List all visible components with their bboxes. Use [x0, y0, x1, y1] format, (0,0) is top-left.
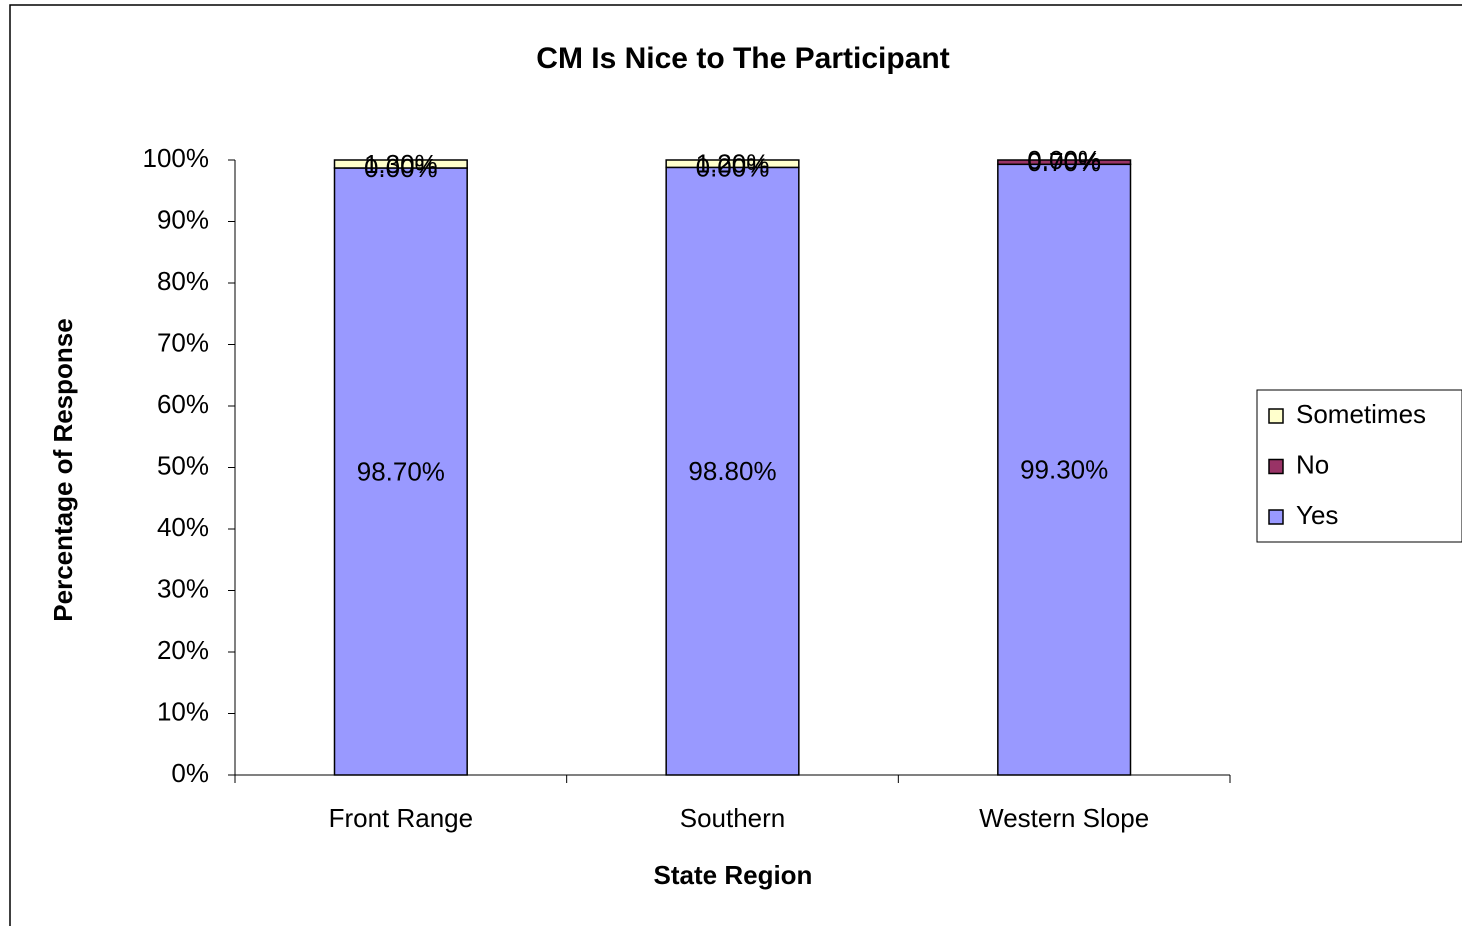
data-label: 0.70% [1027, 147, 1101, 177]
legend-label: No [1296, 449, 1329, 479]
bar-segment [665, 166, 800, 776]
y-tick-label: 60% [157, 389, 209, 419]
legend-swatch [1268, 458, 1284, 475]
bar-segment [997, 163, 1132, 776]
bar-segment [333, 167, 468, 776]
x-axis-title: State Region [654, 860, 813, 890]
chart-frame [9, 4, 1462, 926]
legend-label: Sometimes [1296, 399, 1426, 429]
x-tick-label: Front Range [329, 803, 474, 833]
y-axis-title: Percentage of Response [48, 318, 78, 621]
bar-segment [333, 159, 468, 169]
data-label: 99.30% [1020, 455, 1108, 485]
y-tick-label: 100% [143, 143, 210, 173]
y-tick-label: 10% [157, 696, 209, 726]
data-label: 1.30% [364, 149, 438, 179]
legend-swatch [1268, 408, 1284, 424]
legend-box [1256, 389, 1462, 543]
y-tick-label: 80% [157, 266, 209, 296]
x-tick-label: Southern [680, 803, 786, 833]
y-tick-label: 40% [157, 512, 209, 542]
bar-segment [665, 159, 800, 169]
y-tick-label: 70% [157, 327, 209, 357]
y-tick-label: 50% [157, 450, 209, 480]
data-label: 0.00% [1027, 145, 1101, 175]
x-tick-label: Western Slope [979, 803, 1149, 833]
y-tick-label: 0% [171, 758, 209, 788]
y-tick-label: 90% [157, 204, 209, 234]
data-label: 98.80% [688, 456, 776, 486]
data-label: 0.00% [364, 153, 438, 183]
data-label: 98.70% [357, 456, 445, 486]
chart-title: CM Is Nice to The Participant [536, 42, 949, 75]
legend-swatch [1268, 509, 1284, 525]
data-label: 0.00% [696, 152, 770, 182]
data-label: 1.20% [696, 149, 770, 179]
y-tick-label: 30% [157, 573, 209, 603]
legend-label: Yes [1296, 500, 1338, 530]
y-tick-label: 20% [157, 635, 209, 665]
bar-segment [997, 159, 1132, 166]
